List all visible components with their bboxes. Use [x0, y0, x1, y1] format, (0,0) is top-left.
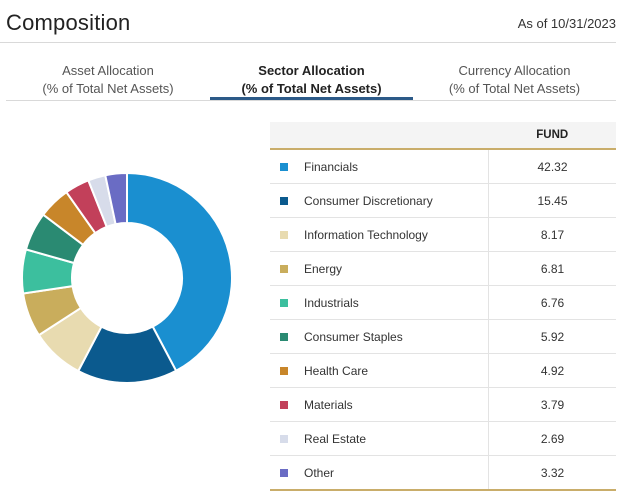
tab-currency-allocation-title: Currency Allocation — [458, 63, 571, 78]
table-row: Real Estate 2.69 — [270, 421, 616, 456]
table-row: Consumer Discretionary 15.45 — [270, 183, 616, 218]
swatch-health-care — [280, 366, 288, 375]
row-label: Materials — [304, 397, 353, 412]
row-value: 6.81 — [488, 251, 616, 286]
tab-asset-allocation-title: Asset Allocation — [62, 63, 154, 78]
row-value: 3.79 — [488, 387, 616, 422]
swatch-industrials — [280, 298, 288, 307]
swatch-real-estate — [280, 434, 288, 443]
row-label: Industrials — [304, 295, 359, 310]
swatch-materials — [280, 400, 288, 409]
row-label: Financials — [304, 159, 359, 174]
tab-asset-allocation-subtitle: (% of Total Net Assets) — [42, 81, 174, 96]
tab-sector-allocation-title: Sector Allocation — [258, 63, 365, 78]
row-value: 5.92 — [488, 319, 616, 354]
row-value: 42.32 — [488, 149, 616, 184]
page-title: Composition — [6, 10, 131, 35]
row-label: Other — [304, 465, 335, 480]
tab-currency-allocation[interactable]: Currency Allocation (% of Total Net Asse… — [413, 62, 616, 98]
active-tab-indicator — [210, 97, 413, 100]
row-value: 2.69 — [488, 421, 616, 456]
tab-sector-allocation-subtitle: (% of Total Net Assets) — [241, 81, 382, 96]
row-label: Consumer Staples — [304, 329, 403, 344]
table-header-row: FUND — [270, 122, 616, 150]
row-value: 6.76 — [488, 285, 616, 320]
table-row: Consumer Staples 5.92 — [270, 319, 616, 354]
allocation-tabs: Asset Allocation (% of Total Net Assets)… — [6, 56, 616, 101]
tab-currency-allocation-subtitle: (% of Total Net Assets) — [448, 81, 581, 96]
table-row: Information Technology 8.17 — [270, 217, 616, 252]
table-row: Energy 6.81 — [270, 251, 616, 286]
section-header: Composition As of 10/31/2023 — [0, 0, 616, 43]
tab-sector-allocation[interactable]: Sector Allocation (% of Total Net Assets… — [210, 62, 413, 98]
swatch-consumer-discretionary — [280, 196, 288, 205]
table-row: Health Care 4.92 — [270, 353, 616, 388]
table-row: Other 3.32 — [270, 455, 616, 491]
swatch-financials — [280, 162, 288, 171]
row-value: 15.45 — [488, 183, 616, 218]
row-value: 4.92 — [488, 353, 616, 388]
table-row: Materials 3.79 — [270, 387, 616, 422]
sector-donut-chart — [21, 171, 233, 384]
sector-allocation-table: FUND Financials 42.32 Consumer Discretion… — [270, 122, 616, 491]
swatch-energy — [280, 264, 288, 273]
donut-slice-financials[interactable] — [126, 171, 233, 373]
table-row: Industrials 6.76 — [270, 285, 616, 320]
row-label: Real Estate — [304, 431, 367, 446]
swatch-information-technology — [280, 230, 288, 239]
table-row: Financials 42.32 — [270, 149, 616, 184]
row-label: Energy — [304, 261, 343, 276]
as-of-date: As of 10/31/2023 — [517, 16, 616, 31]
tab-asset-allocation[interactable]: Asset Allocation (% of Total Net Assets) — [6, 62, 210, 98]
swatch-other — [280, 468, 288, 477]
fund-column-header: FUND — [488, 122, 616, 150]
swatch-consumer-staples — [280, 332, 288, 341]
label-column-header — [270, 122, 489, 150]
row-value: 3.32 — [488, 455, 616, 491]
row-label: Consumer Discretionary — [304, 193, 433, 208]
donut-slice-other[interactable] — [104, 171, 128, 226]
row-label: Information Technology — [304, 227, 428, 242]
row-value: 8.17 — [488, 217, 616, 252]
row-label: Health Care — [304, 363, 369, 378]
